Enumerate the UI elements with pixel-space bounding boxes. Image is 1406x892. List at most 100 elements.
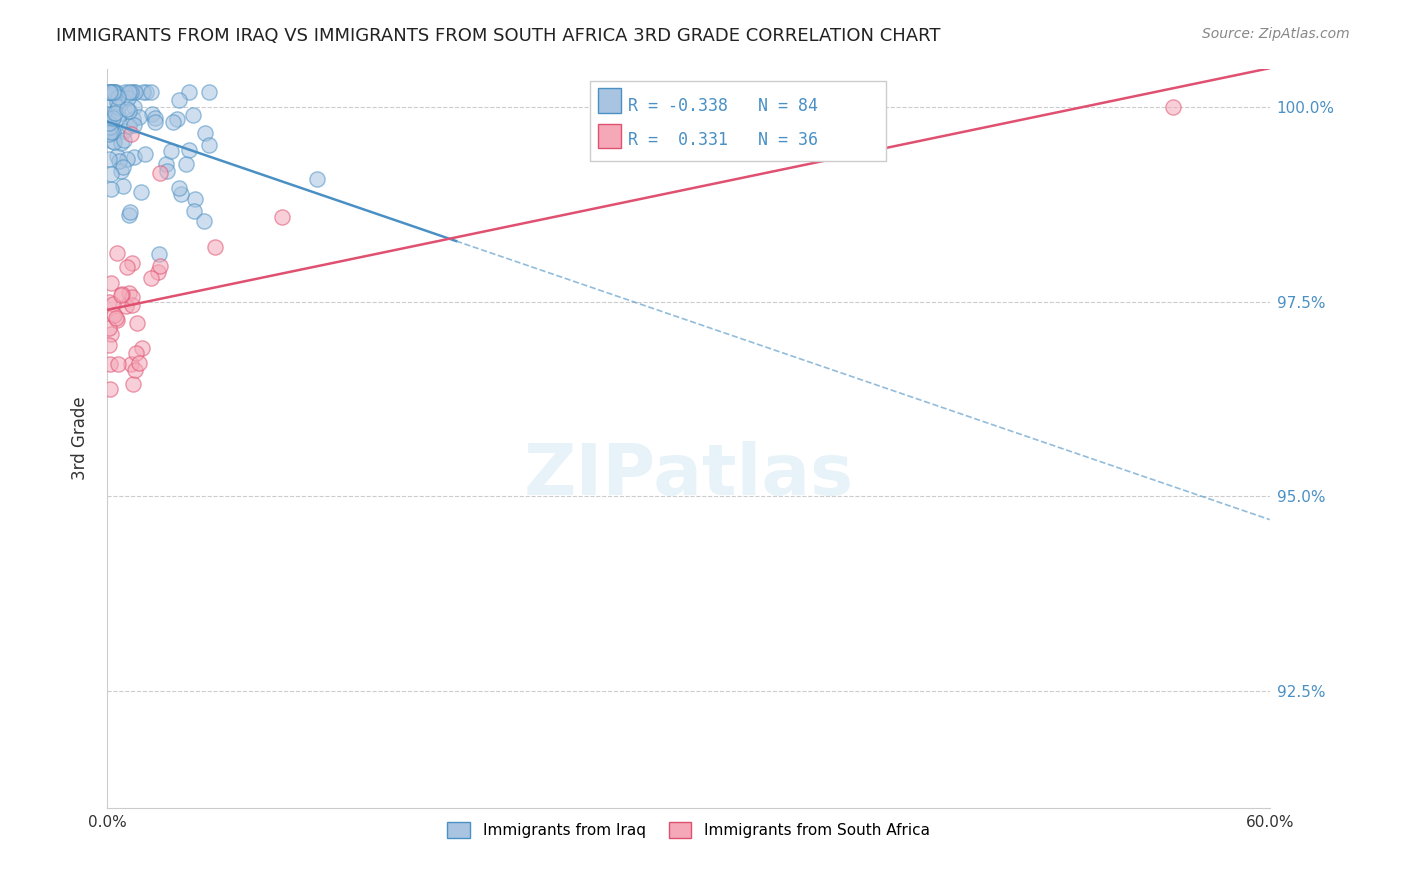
- Point: [167, 93, 190, 107]
- Point: [112, 124, 135, 138]
- Point: [184, 192, 207, 206]
- Point: [167, 181, 190, 195]
- Point: [111, 287, 134, 301]
- Point: [127, 316, 149, 330]
- Point: [105, 95, 128, 109]
- Point: [121, 290, 143, 304]
- Point: [132, 85, 155, 99]
- Point: [98, 92, 121, 106]
- Point: [174, 157, 197, 171]
- Point: [107, 107, 129, 121]
- Point: [148, 247, 170, 261]
- Point: [128, 356, 150, 370]
- Point: [114, 299, 136, 313]
- Point: [112, 133, 135, 147]
- Point: [103, 85, 125, 99]
- Point: [98, 320, 121, 334]
- Point: [134, 146, 156, 161]
- Point: [98, 85, 121, 99]
- Point: [101, 106, 124, 120]
- Point: [121, 298, 143, 312]
- Point: [124, 363, 146, 377]
- Point: [122, 119, 145, 133]
- Point: [120, 85, 142, 99]
- Point: [149, 260, 172, 274]
- Point: [103, 308, 125, 322]
- Point: [103, 297, 125, 311]
- Point: [194, 126, 217, 140]
- Point: [112, 160, 135, 174]
- Point: [156, 164, 179, 178]
- Point: [111, 178, 134, 193]
- Point: [139, 85, 162, 99]
- Point: [125, 345, 148, 359]
- Point: [159, 144, 181, 158]
- Point: [122, 112, 145, 126]
- Text: IMMIGRANTS FROM IRAQ VS IMMIGRANTS FROM SOUTH AFRICA 3RD GRADE CORRELATION CHART: IMMIGRANTS FROM IRAQ VS IMMIGRANTS FROM …: [56, 27, 941, 45]
- Point: [100, 182, 122, 196]
- Point: [107, 357, 129, 371]
- Point: [100, 167, 122, 181]
- Point: [118, 208, 141, 222]
- Bar: [598, 88, 621, 113]
- Point: [100, 125, 122, 139]
- Point: [124, 85, 146, 99]
- Point: [149, 166, 172, 180]
- Point: [177, 144, 200, 158]
- Point: [103, 124, 125, 138]
- Point: [105, 149, 128, 163]
- Text: ZIPatlas: ZIPatlas: [523, 441, 853, 509]
- Text: R = -0.338   N = 84: R = -0.338 N = 84: [628, 96, 818, 114]
- Point: [131, 342, 153, 356]
- Point: [98, 127, 121, 141]
- Point: [120, 205, 142, 219]
- Point: [193, 214, 215, 228]
- Point: [98, 85, 121, 99]
- Point: [121, 376, 143, 391]
- Point: [198, 85, 221, 99]
- Point: [98, 116, 121, 130]
- Point: [118, 285, 141, 300]
- Point: [179, 85, 201, 99]
- Legend: Immigrants from Iraq, Immigrants from South Africa: Immigrants from Iraq, Immigrants from So…: [441, 816, 936, 845]
- Point: [103, 85, 125, 99]
- Point: [103, 112, 125, 126]
- Point: [105, 313, 128, 327]
- Point: [1161, 100, 1184, 114]
- Point: [110, 287, 132, 301]
- Point: [115, 103, 138, 117]
- Point: [100, 277, 122, 291]
- Point: [118, 104, 141, 119]
- Point: [103, 85, 125, 99]
- Point: [98, 85, 121, 99]
- Point: [143, 115, 166, 129]
- Point: [307, 172, 329, 186]
- Point: [129, 185, 152, 199]
- Text: R =  0.331   N = 36: R = 0.331 N = 36: [628, 131, 818, 149]
- Point: [135, 85, 157, 99]
- Point: [115, 152, 138, 166]
- Point: [122, 100, 145, 114]
- Point: [198, 138, 221, 153]
- Point: [107, 100, 129, 114]
- Point: [155, 157, 177, 171]
- Point: [98, 382, 121, 396]
- Point: [204, 240, 226, 254]
- Point: [101, 85, 124, 99]
- Point: [98, 357, 121, 371]
- Point: [105, 245, 128, 260]
- Point: [120, 357, 142, 371]
- Point: [117, 91, 139, 105]
- Point: [101, 113, 124, 128]
- Y-axis label: 3rd Grade: 3rd Grade: [72, 396, 89, 480]
- Point: [101, 125, 124, 139]
- Point: [166, 112, 188, 126]
- Point: [118, 85, 141, 99]
- Text: Source: ZipAtlas.com: Source: ZipAtlas.com: [1202, 27, 1350, 41]
- Point: [170, 186, 193, 201]
- Point: [271, 210, 294, 224]
- Point: [105, 311, 128, 326]
- Point: [100, 326, 122, 341]
- Point: [98, 111, 121, 125]
- Bar: [598, 124, 621, 148]
